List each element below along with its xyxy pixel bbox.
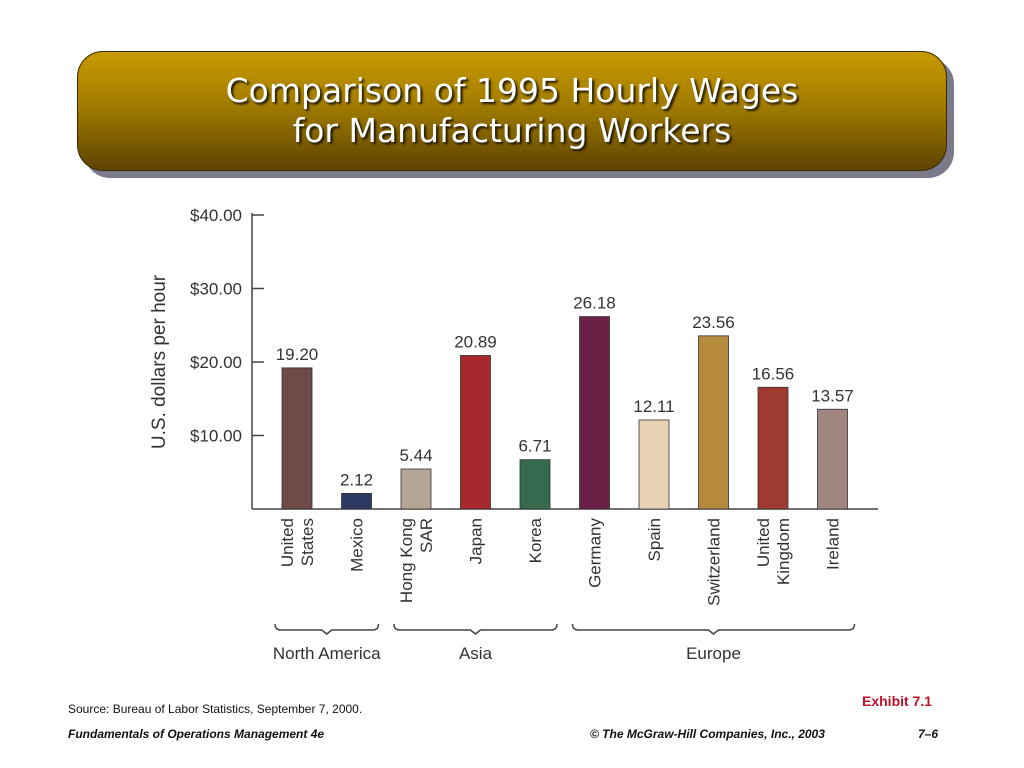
y-tick-label: $30.00 [190,280,242,299]
y-axis-label: U.S. dollars per hour [149,274,170,449]
slide-title-line-2: for Manufacturing Workers [292,111,732,150]
category-label: Korea [526,517,545,563]
bar [460,355,491,510]
bar-value-label: 13.57 [811,386,854,405]
y-tick-label: $20.00 [190,353,242,372]
bar-value-label: 6.71 [518,437,551,456]
bar-value-label: 5.44 [399,446,432,465]
y-tick-label: $10.00 [190,427,242,446]
bar-value-label: 26.18 [573,294,616,313]
bar-value-label: 23.56 [692,313,735,332]
category-label: Mexico [348,518,367,572]
bar [281,367,313,510]
category-label: Switzerland [705,518,724,606]
group-label: Europe [686,644,741,663]
bar-value-label: 2.12 [340,470,373,489]
bar-value-label: 12.11 [633,397,674,416]
category-label: United [278,518,297,567]
group-label: Asia [459,644,493,663]
group-bracket [274,623,380,635]
source-note: Source: Bureau of Labor Statistics, Sept… [68,702,363,716]
category-label: Kingdom [774,518,793,585]
bar [698,335,729,510]
bar-value-label: 20.89 [454,332,497,351]
title-banner: Comparison of 1995 Hourly Wages for Manu… [77,51,947,171]
bar [817,408,848,510]
category-label: Spain [645,518,664,561]
footer-book-title: Fundamentals of Operations Management 4e [68,727,325,741]
y-tick-label: $40.00 [190,206,242,225]
bar-value-label: 19.20 [276,345,319,364]
category-label: Germany [586,518,605,588]
exhibit-label: Exhibit 7.1 [862,693,933,709]
bar-value-label: 16.56 [752,364,795,383]
footer-copyright: © The McGraw-Hill Companies, Inc., 2003 [590,727,825,741]
bar [579,316,610,510]
bar [341,493,372,510]
group-bracket [571,623,856,635]
category-label: Japan [467,518,486,564]
category-label: Ireland [824,518,843,570]
bar [400,468,432,510]
category-label: United [754,518,773,567]
category-label: SAR [417,518,436,553]
bar [757,386,789,510]
category-label: States [298,518,317,566]
bar [519,459,551,510]
bar [638,419,670,510]
group-label: North America [273,644,381,663]
slide-title-line-1: Comparison of 1995 Hourly Wages [225,71,799,110]
group-bracket [393,623,558,635]
category-label: Hong Kong [397,518,416,603]
footer-page-number: 7–6 [918,727,939,741]
